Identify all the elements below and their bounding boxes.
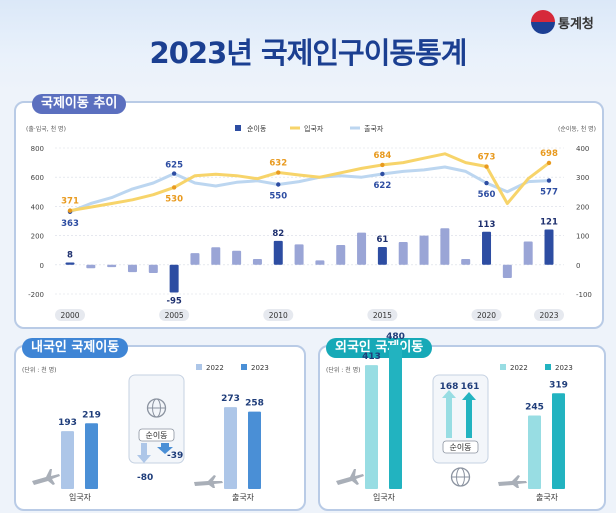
trend-panel <box>14 101 604 329</box>
foreign-panel <box>318 345 606 511</box>
page-title: 2023년 국제인구이동통계 <box>149 36 468 70</box>
agency-name: 통계청 <box>558 17 594 32</box>
domestic-panel-title: 내국인 국제이동 <box>22 338 129 358</box>
header-banner <box>0 0 616 92</box>
foreign-panel-title: 외국인 국제이동 <box>326 338 433 358</box>
domestic-panel <box>14 345 306 511</box>
trend-panel-title: 국제이동 추이 <box>32 94 127 114</box>
agency-logo-icon <box>531 10 555 34</box>
